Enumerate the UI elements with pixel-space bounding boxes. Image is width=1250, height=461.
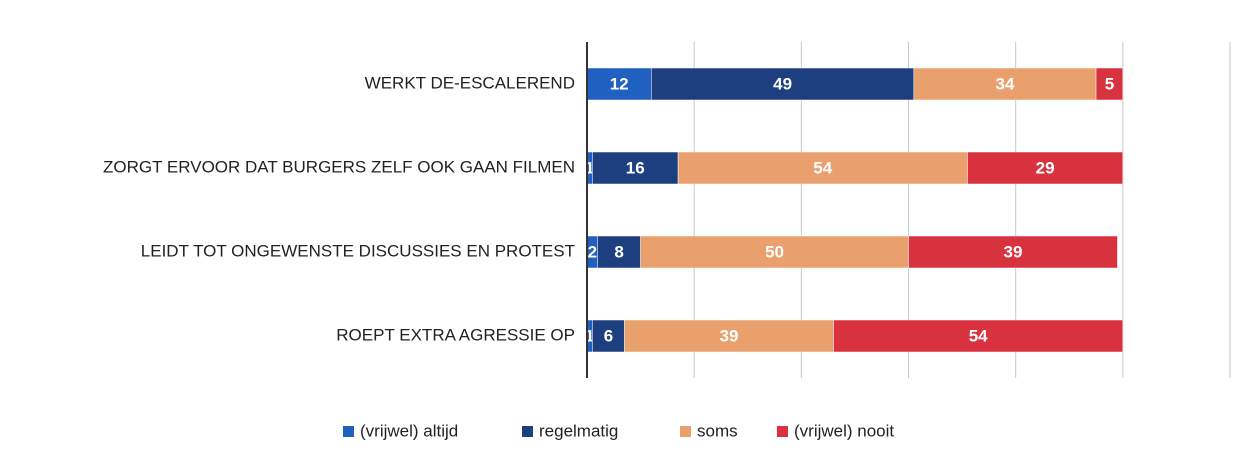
category-label: ROEPT EXTRA AGRESSIE OP — [336, 325, 575, 344]
bar-segment — [624, 319, 834, 353]
data-label: 6 — [604, 326, 613, 345]
data-label: 54 — [969, 326, 988, 345]
legend-swatch — [522, 426, 533, 437]
category-label: WERKT DE-ESCALEREND — [365, 73, 575, 92]
data-label: 5 — [1105, 74, 1114, 93]
category-label: ZORGT ERVOOR DAT BURGERS ZELF OOK GAAN F… — [103, 157, 575, 176]
legend-swatch — [680, 426, 691, 437]
bar-segment — [651, 67, 915, 101]
legend-swatch — [343, 426, 354, 437]
category-label: LEIDT TOT ONGEWENSTE DISCUSSIES EN PROTE… — [141, 241, 575, 260]
data-label: 16 — [626, 158, 645, 177]
legend-label: (vrijwel) altijd — [360, 421, 458, 440]
legend-label: soms — [697, 421, 738, 440]
bar-segment — [833, 319, 1124, 353]
data-label: 34 — [995, 74, 1014, 93]
legend-swatch — [777, 426, 788, 437]
data-label: 39 — [720, 326, 739, 345]
data-label: 1 — [585, 158, 594, 177]
data-label: 1 — [585, 326, 594, 345]
legend-label: regelmatig — [539, 421, 618, 440]
bar-segment — [913, 67, 1097, 101]
bar-segment — [592, 319, 625, 353]
legend-label: (vrijwel) nooit — [794, 421, 894, 440]
bar-segment — [677, 151, 968, 185]
bar-segment — [640, 235, 909, 269]
data-label: 50 — [765, 242, 784, 261]
bar-segment — [592, 151, 679, 185]
bar-segment — [1095, 67, 1124, 101]
data-label: 29 — [1036, 158, 1055, 177]
data-label: 8 — [614, 242, 623, 261]
data-label: 2 — [588, 242, 597, 261]
bar-segment — [908, 235, 1118, 269]
data-label: 54 — [813, 158, 832, 177]
bar-segment — [597, 235, 641, 269]
data-label: 39 — [1004, 242, 1023, 261]
data-label: 49 — [773, 74, 792, 93]
data-label: 12 — [610, 74, 629, 93]
bar-segment — [967, 151, 1124, 185]
